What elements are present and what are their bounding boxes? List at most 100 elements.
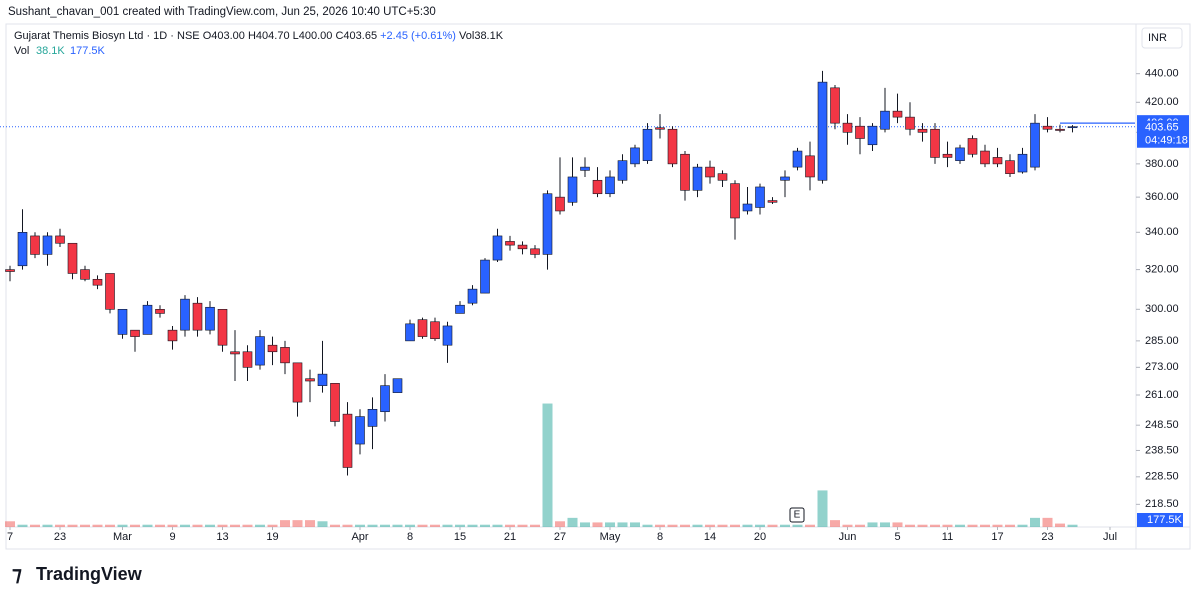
currency-box[interactable] [1141, 27, 1183, 49]
volume-bar [17, 524, 28, 527]
candle-body [5, 269, 15, 272]
candle-body [405, 323, 415, 342]
volume-bar [567, 517, 578, 527]
candle-body [130, 329, 140, 337]
volume-bar [742, 524, 753, 527]
volume-bar [317, 521, 328, 527]
candle-body [855, 125, 865, 139]
candle-body [805, 155, 815, 178]
candle-body [167, 329, 178, 342]
volume-bar [255, 524, 265, 527]
legend-item: Vol38.1K [459, 30, 504, 42]
candle-body [680, 153, 690, 191]
volume-bar [730, 524, 740, 527]
legend-item: Gujarat Themis Biosyn Ltd · 1D · NSE [14, 30, 200, 42]
volume-label: 177.5K [1147, 514, 1183, 526]
candle-body [792, 150, 803, 168]
candle-body [967, 138, 978, 155]
volume-bar [717, 524, 728, 527]
candle-body [717, 173, 728, 181]
candle-body [67, 242, 78, 274]
earnings-label: E [794, 510, 801, 521]
y-tick-label: 360.00 [1145, 191, 1179, 203]
candle-body [17, 232, 28, 267]
candle-body [267, 344, 278, 353]
volume-ma-value: 177.5K [70, 45, 106, 57]
candle-body [1017, 153, 1028, 173]
earnings-marker[interactable] [789, 507, 805, 523]
candle-body [80, 269, 90, 280]
volume-bar [1030, 517, 1040, 527]
candle-body [180, 298, 190, 331]
candle-body [55, 235, 65, 244]
candle-body [292, 362, 303, 403]
volume-bar [555, 521, 565, 527]
y-tick-label: 228.50 [1145, 471, 1179, 483]
volume-bar [355, 524, 365, 527]
candle-body [542, 193, 553, 255]
volume-bar [967, 524, 978, 527]
volume-bar [542, 403, 553, 527]
volume-bar [342, 524, 353, 527]
candle-body [767, 200, 778, 203]
candle-body [667, 128, 678, 165]
candle-body [305, 378, 315, 382]
volume-bar [805, 524, 815, 527]
volume-bar [780, 524, 790, 527]
candle-body [142, 304, 153, 335]
volume-bar [942, 524, 953, 527]
price-label: 403.65 [1145, 122, 1179, 134]
volume-bar [230, 524, 240, 527]
candle-body [642, 128, 653, 161]
volume-bar [130, 524, 140, 527]
x-tick-label: Jul [1103, 531, 1117, 543]
volume-bar [1055, 523, 1065, 527]
candle-body [1005, 160, 1015, 174]
candle-body [192, 302, 203, 331]
y-tick-label: 440.00 [1145, 68, 1179, 80]
y-tick-label: 285.00 [1145, 335, 1179, 347]
candle-body [592, 179, 603, 195]
volume-bar [55, 524, 65, 527]
legend-item: C403.65 [335, 30, 377, 42]
candle-body [92, 278, 103, 286]
x-tick-label: 27 [554, 531, 566, 543]
volume-bar [655, 524, 665, 527]
y-tick-label: 261.00 [1145, 389, 1179, 401]
candle-body [317, 373, 328, 386]
volume-bar [467, 524, 478, 527]
header: Sushant_chavan_001 created with TradingV… [8, 6, 436, 18]
candle-body [617, 160, 628, 181]
y-tick-label: 320.00 [1145, 264, 1179, 276]
candle-body [30, 235, 40, 255]
volume-bar [455, 524, 465, 527]
candle-body [655, 127, 665, 130]
candle-body [930, 128, 940, 158]
y-tick-label: 238.50 [1145, 444, 1179, 456]
price-label-box [1137, 120, 1189, 148]
volume-bar [1042, 517, 1053, 527]
y-tick-label: 273.00 [1145, 361, 1179, 373]
volume-bar [930, 524, 940, 527]
candle-body [730, 183, 740, 219]
candle-body [455, 304, 465, 314]
volume-bar [167, 524, 178, 527]
x-tick-label: 21 [504, 531, 516, 543]
volume-bar [405, 524, 415, 527]
x-tick-label: 15 [454, 531, 466, 543]
x-tick-label: 7 [7, 531, 13, 543]
candle-body [530, 248, 540, 255]
volume-bar [192, 524, 203, 527]
candle-body [942, 153, 953, 158]
candle-body [1055, 128, 1065, 131]
candle-body [880, 110, 890, 130]
x-tick-label: 5 [894, 531, 900, 543]
volume-bar [517, 524, 528, 527]
volume-bar [817, 490, 828, 527]
volume-bar [5, 521, 15, 527]
candle-body [342, 413, 353, 468]
volume-bar [892, 522, 903, 527]
volume-bar [392, 524, 403, 527]
